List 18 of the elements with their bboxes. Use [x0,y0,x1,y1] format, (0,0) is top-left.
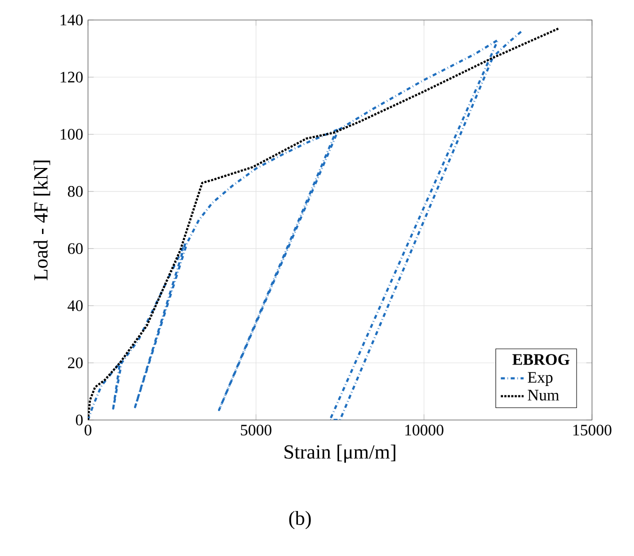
y-tick-label: 120 [60,72,83,83]
legend-label: Exp [528,372,552,386]
y-tick-label: 140 [60,14,83,26]
y-tick-label: 0 [76,414,83,426]
legend-label: Num [528,390,560,401]
x-axis-title: Strain [μm/m] [284,444,396,463]
x-tick-label: 15000 [573,424,612,436]
y-axis-title: Load - 4F [kN] [34,160,50,280]
y-tick-label: 100 [60,128,83,140]
text: (b) [289,510,311,530]
y-tick-label: 20 [68,357,83,368]
y-tick-label: 60 [68,243,83,254]
y-tick-label: 40 [68,300,83,312]
legend-title: EBROG [512,354,570,365]
x-tick-label: 0 [84,424,92,436]
x-tick-label: 5000 [240,424,272,436]
x-tick-label: 10000 [405,424,444,436]
y-tick-label: 80 [68,186,83,197]
